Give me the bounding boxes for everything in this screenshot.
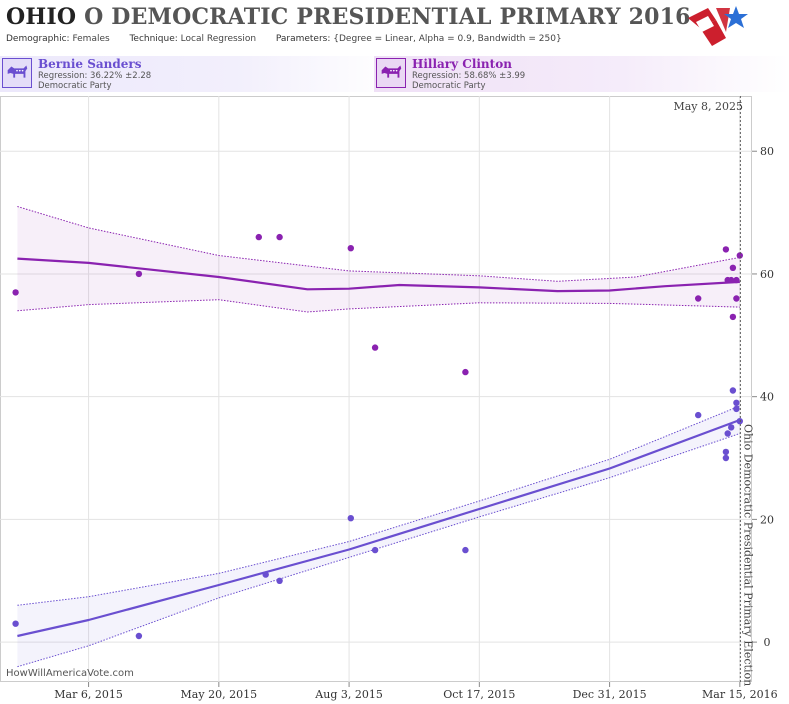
current-date-label: May 8, 2025 [673,100,743,113]
event-marker: Ohio Democratic Presidential Primary Ele… [673,96,754,686]
data-point [12,620,19,627]
data-point [733,276,740,284]
parameters-value: {Degree = Linear, Alpha = 0.9, Bandwidth… [333,34,562,44]
candidate-name: Hillary Clinton [412,57,512,71]
x-tick-label: May 20, 2015 [181,688,258,701]
data-point [347,245,354,252]
data-point [262,571,269,578]
axes: Mar 6, 2015 May 20, 2015 Aug 3, 2015 Oct 17… [54,145,777,701]
site-credit: HowWillAmericaVote.com [6,668,134,679]
data-point [276,233,283,241]
data-point [729,264,737,271]
regression-chart: Mar 6, 2015 May 20, 2015 Aug 3, 2015 Oct 17… [0,96,778,701]
candidate-card-sanders: Bernie Sanders Regression: 36.22% ±2.28 … [0,56,392,92]
grid [0,96,752,682]
chart-parameters: Demographic: Females Technique: Local Re… [6,34,562,44]
demographic-value: Females [72,34,110,44]
confidence-band [17,405,740,667]
data-point [371,344,379,351]
trend-lines [17,257,741,638]
page-title: OHIO O DEMOCRATIC PRESIDENTIAL PRIMARY 2… [6,4,691,30]
data-point [12,289,19,296]
band-lower-line [17,299,740,313]
x-tick-label: Mar 15, 2016 [702,688,778,701]
title-text: O DEMOCRATIC PRESIDENTIAL PRIMARY 2016 [84,4,691,30]
data-points [12,233,743,640]
band-upper-line [17,405,740,606]
data-point [736,418,743,425]
trend-line [17,418,741,638]
y-tick-label: 80 [760,145,774,158]
state-name: OHIO [6,4,77,30]
data-point [135,270,143,278]
candidate-regression: Regression: 36.22% ±2.28 [38,71,152,81]
y-tick-label: 0 [764,636,771,649]
candidate-party: Democratic Party [38,81,112,91]
plot-frame [0,96,752,682]
data-point [729,387,737,394]
data-point [135,632,143,640]
data-point [276,577,283,584]
data-point [722,454,730,462]
x-tick-label: Aug 3, 2015 [314,688,383,701]
data-point [733,295,740,302]
technique-label: Technique: [129,34,178,44]
site-logo [688,6,748,46]
y-tick-label: 40 [760,391,774,404]
demographic-label: Demographic: [6,34,70,44]
data-point [255,233,262,241]
event-label: Ohio Democratic Presidential Primary Ele… [741,424,754,686]
data-point [733,399,740,406]
confidence-band [17,206,740,312]
candidate-card-clinton: Hillary Clinton Regression: 58.68% ±3.99… [374,56,789,92]
data-point [347,515,354,522]
candidate-regression: Regression: 58.68% ±3.99 [412,71,526,81]
y-tick-label: 20 [760,513,774,526]
data-point [728,276,735,284]
parameters-label: Parameters: [275,34,331,44]
data-point [728,424,735,431]
data-point [695,411,702,419]
data-point [462,368,469,376]
data-point [736,252,743,259]
confidence-bands [17,206,740,668]
data-point [371,546,379,554]
candidate-party: Democratic Party [412,81,486,91]
data-point [695,295,702,302]
band-lower-line [17,433,740,668]
data-point [733,405,740,413]
technique-value: Local Regression [180,34,257,44]
band-upper-line [17,206,740,282]
data-point [722,448,730,456]
data-point [462,546,469,554]
y-tick-label: 60 [760,268,774,281]
trend-line [17,257,740,293]
data-point [724,430,731,437]
x-tick-label: Mar 6, 2015 [54,688,123,701]
data-point [729,313,737,321]
donkey-icon [376,58,406,88]
x-tick-label: Oct 17, 2015 [443,688,515,701]
candidate-name: Bernie Sanders [38,57,142,71]
donkey-icon [2,58,32,88]
data-point [722,246,730,253]
x-tick-label: Dec 31, 2015 [573,688,647,701]
